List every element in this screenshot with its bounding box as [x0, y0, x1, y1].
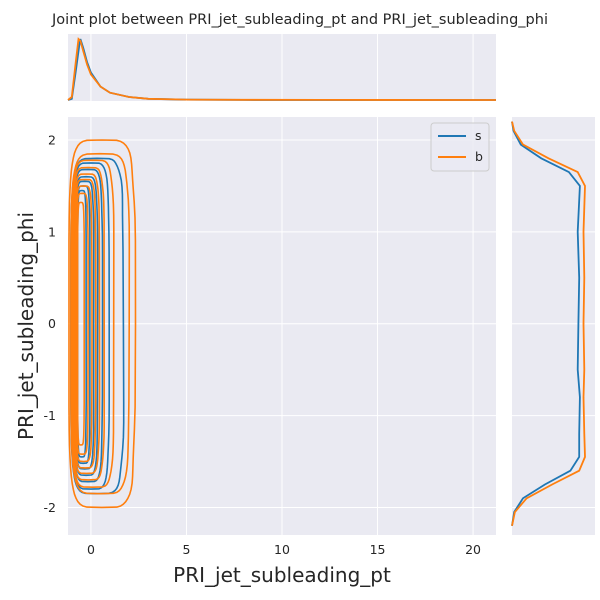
right-marginal-curves	[511, 121, 586, 526]
x-marginal-density-b	[67, 37, 497, 101]
y-tick-label: -1	[44, 408, 56, 423]
legend: s b	[430, 122, 490, 172]
x-tick-label: 5	[182, 542, 190, 557]
kde-contour-b	[74, 185, 93, 463]
chart-title: Joint plot between PRI_jet_subleading_pt…	[51, 12, 548, 28]
y-tick-label: -2	[44, 500, 56, 515]
y-tick-label: 1	[48, 224, 56, 239]
kde-contour-b	[72, 173, 101, 475]
main-axes: 0 5 10 15 20 -2 -1 0 1 2	[44, 117, 496, 557]
kde-contours	[68, 139, 137, 509]
x-tick-label: 20	[465, 542, 481, 557]
x-tick-label: 0	[87, 542, 95, 557]
y-marginal-density-s	[511, 121, 581, 526]
kde-contour-b	[76, 201, 85, 446]
x-axis-label: PRI_jet_subleading_pt	[173, 563, 391, 587]
y-tick-labels: -2 -1 0 1 2	[44, 132, 57, 514]
legend-label-s: s	[475, 128, 482, 143]
y-tick-label: 2	[48, 132, 56, 147]
x-tick-label: 10	[274, 542, 290, 557]
top-marginal-grid	[90, 34, 474, 101]
legend-label-b: b	[475, 149, 483, 164]
right-marginal-grid	[512, 139, 595, 508]
kde-contour-b	[73, 178, 97, 469]
kde-contour-b	[68, 139, 137, 509]
kde-contour-b	[75, 192, 89, 455]
y-marginal-density-b	[511, 121, 586, 526]
kde-contour-b	[71, 159, 115, 488]
y-axis-label: PRI_jet_subleading_phi	[14, 212, 38, 440]
top-marginal-curves	[67, 37, 497, 101]
top-marginal-axes	[67, 34, 497, 101]
right-marginal-axes	[511, 117, 595, 535]
x-tick-labels: 0 5 10 15 20	[87, 542, 481, 557]
kde-contour-b	[72, 166, 105, 481]
x-tick-label: 15	[370, 542, 386, 557]
y-tick-label: 0	[48, 316, 56, 331]
kde-contour-b	[70, 152, 131, 495]
